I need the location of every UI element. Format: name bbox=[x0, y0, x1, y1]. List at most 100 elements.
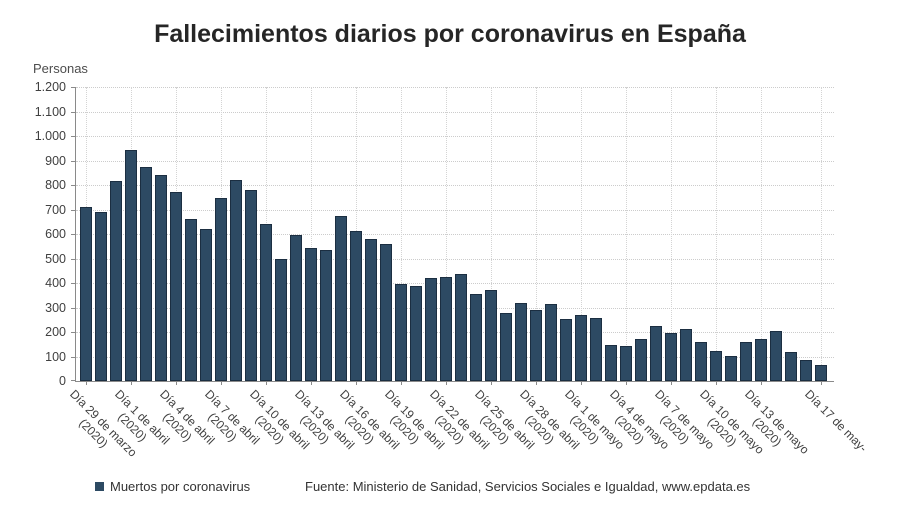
legend-square-marker-icon bbox=[95, 482, 104, 491]
bar[interactable] bbox=[395, 283, 407, 381]
bar[interactable] bbox=[350, 231, 362, 381]
bar[interactable] bbox=[140, 167, 152, 381]
x-axis-tick-mark bbox=[580, 381, 582, 385]
y-axis-tick-label: 900 bbox=[45, 153, 66, 168]
vertical-gridline bbox=[760, 87, 762, 381]
bar[interactable] bbox=[800, 359, 812, 381]
bar[interactable] bbox=[590, 317, 602, 381]
bar[interactable] bbox=[455, 273, 467, 381]
vertical-gridline bbox=[400, 87, 402, 381]
bar[interactable] bbox=[245, 190, 257, 381]
y-axis-tick-label: 700 bbox=[45, 202, 66, 217]
legend-label: Muertos por coronavirus bbox=[110, 479, 251, 494]
bar[interactable] bbox=[275, 258, 287, 381]
bar[interactable] bbox=[650, 325, 662, 381]
bar[interactable] bbox=[710, 350, 722, 381]
x-axis-tick-label: Día 17 de may- bbox=[801, 387, 870, 455]
y-axis-tick-label: 200 bbox=[45, 325, 66, 339]
bar[interactable] bbox=[95, 212, 107, 381]
bar[interactable] bbox=[725, 355, 737, 381]
vertical-gridline bbox=[670, 87, 672, 381]
bar[interactable] bbox=[335, 216, 347, 381]
bar[interactable] bbox=[110, 181, 122, 381]
y-axis-tick-mark bbox=[71, 380, 76, 381]
vertical-gridline bbox=[715, 87, 717, 381]
y-axis-tick-mark bbox=[71, 332, 76, 333]
bar[interactable] bbox=[575, 315, 587, 381]
x-axis-tick-mark bbox=[535, 381, 537, 385]
legend-row: Muertos por coronavirus Fuente: Minister… bbox=[0, 479, 900, 499]
bar[interactable] bbox=[545, 304, 557, 381]
horizontal-gridline bbox=[76, 209, 834, 211]
horizontal-gridline bbox=[76, 87, 834, 88]
vertical-gridline bbox=[625, 87, 627, 381]
y-axis-tick-mark bbox=[71, 307, 76, 309]
vertical-gridline bbox=[310, 87, 312, 381]
vertical-gridline bbox=[820, 87, 822, 381]
y-axis-tick-mark bbox=[71, 87, 76, 88]
bar[interactable] bbox=[290, 234, 302, 381]
chart-title: Fallecimientos diarios por coronavirus e… bbox=[154, 20, 746, 48]
y-axis-tick-mark bbox=[71, 185, 76, 186]
bar[interactable] bbox=[320, 250, 332, 381]
bar[interactable] bbox=[215, 197, 227, 381]
vertical-gridline bbox=[535, 87, 537, 381]
bar[interactable] bbox=[230, 180, 242, 381]
bar[interactable] bbox=[785, 351, 797, 381]
bar[interactable] bbox=[260, 223, 272, 381]
bar[interactable] bbox=[500, 312, 512, 381]
bar[interactable] bbox=[440, 276, 452, 381]
bar[interactable] bbox=[200, 229, 212, 381]
bar[interactable] bbox=[170, 192, 182, 381]
x-axis-tick-mark bbox=[400, 381, 402, 385]
bar[interactable] bbox=[635, 339, 647, 381]
x-axis-tick-mark bbox=[355, 381, 357, 385]
y-axis-tick-label: 0 bbox=[59, 374, 66, 388]
bar[interactable] bbox=[620, 345, 632, 381]
x-axis-tick-mark bbox=[715, 381, 717, 385]
bar[interactable] bbox=[530, 310, 542, 381]
x-axis-tick-mark bbox=[820, 381, 822, 385]
bar[interactable] bbox=[185, 218, 197, 381]
y-axis-tick-mark bbox=[71, 136, 76, 137]
bar[interactable] bbox=[665, 333, 677, 381]
x-axis-tick-mark bbox=[625, 381, 627, 385]
bar[interactable] bbox=[695, 341, 707, 381]
bar[interactable] bbox=[560, 318, 572, 381]
bar[interactable] bbox=[755, 339, 767, 381]
bar[interactable] bbox=[515, 303, 527, 381]
y-axis-tick-label: 1.000 bbox=[34, 129, 66, 143]
bar[interactable] bbox=[425, 278, 437, 381]
y-axis-tick-label: 500 bbox=[45, 251, 66, 266]
source-text: Fuente: Ministerio de Sanidad, Servicios… bbox=[305, 479, 751, 494]
bar[interactable] bbox=[155, 174, 167, 381]
horizontal-gridline bbox=[76, 160, 834, 162]
x-axis-tick-mark bbox=[265, 381, 267, 385]
bar[interactable] bbox=[305, 248, 317, 381]
bar[interactable] bbox=[380, 244, 392, 381]
x-axis-tick-mark bbox=[760, 381, 762, 385]
bar[interactable] bbox=[80, 206, 92, 381]
bar[interactable] bbox=[410, 285, 422, 381]
y-axis-tick-label: 300 bbox=[45, 300, 66, 315]
bar[interactable] bbox=[365, 239, 377, 381]
y-axis-tick-label: 400 bbox=[45, 276, 66, 290]
bar[interactable] bbox=[125, 150, 137, 381]
bar[interactable] bbox=[485, 290, 497, 381]
bar[interactable] bbox=[680, 328, 692, 381]
horizontal-gridline bbox=[76, 136, 834, 137]
y-axis-tick-mark bbox=[71, 258, 76, 260]
y-axis-tick-label: 1.100 bbox=[34, 104, 66, 119]
y-axis-tick-label: 1.200 bbox=[34, 80, 66, 94]
horizontal-gridline bbox=[76, 234, 834, 235]
bar[interactable] bbox=[770, 331, 782, 381]
bar[interactable] bbox=[470, 294, 482, 381]
x-axis-tick-mark bbox=[130, 381, 132, 385]
x-axis-tick-mark bbox=[220, 381, 222, 385]
bar[interactable] bbox=[740, 342, 752, 381]
bar[interactable] bbox=[605, 345, 617, 381]
vertical-gridline bbox=[445, 87, 447, 381]
bar[interactable] bbox=[815, 364, 827, 381]
y-axis-tick-mark bbox=[71, 209, 76, 211]
